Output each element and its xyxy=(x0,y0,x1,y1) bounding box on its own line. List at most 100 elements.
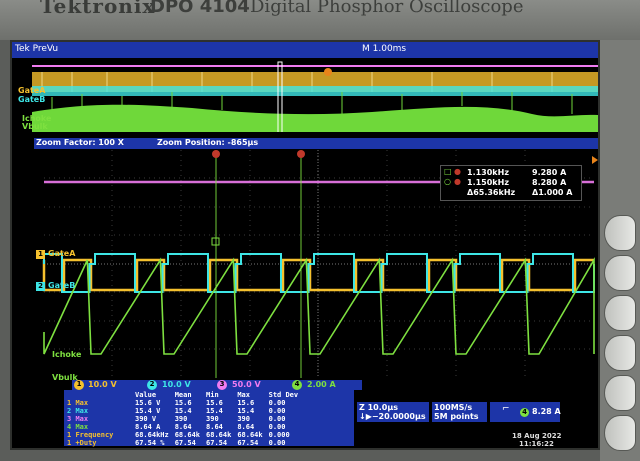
ch4-scale-badge[interactable]: 4 xyxy=(292,380,302,390)
trace-label-vbulk: Vbulk xyxy=(52,373,78,382)
cursor-b-icon: ● xyxy=(454,177,461,186)
sample-rate: 100MS/s xyxy=(434,403,473,412)
meas-value: 8.64 A xyxy=(135,423,161,431)
meas-value: 390 V xyxy=(135,415,157,423)
meas-min: 390 xyxy=(206,415,219,423)
meas-max: 15.4 xyxy=(237,407,255,415)
meas-max: 390 xyxy=(237,415,250,423)
ch1-scale[interactable]: 10.0 V xyxy=(88,380,117,389)
meas-mean: 8.64 xyxy=(174,423,192,431)
table-row[interactable]: 1 Max 15.6 V 15.6 15.6 15.6 0.00 xyxy=(67,399,304,407)
meas-max: 8.64 xyxy=(237,423,255,431)
meas-stddev: 0.00 xyxy=(268,399,286,407)
brand-subtitle: Digital Phosphor Oscilloscope xyxy=(250,0,524,17)
meas-header-value: Value xyxy=(135,391,157,399)
cursor-row1-freq: 1.130kHz xyxy=(467,168,509,177)
meas-ch-badge: 1 xyxy=(67,431,72,439)
zoom-factor: Zoom Factor: 100 X xyxy=(36,138,124,147)
meas-stddev: 0.00 xyxy=(268,415,286,423)
meas-ch-badge: 1 xyxy=(67,399,72,407)
meas-value: 15.6 V xyxy=(135,399,161,407)
meas-value: 68.64kHz xyxy=(135,431,169,439)
meas-header-stddev: Std Dev xyxy=(268,391,299,399)
measurement-panel xyxy=(64,390,354,446)
trace-label-gatea: GateA xyxy=(48,249,76,258)
acquisition-readout[interactable] xyxy=(432,402,487,422)
zoom-position: Zoom Position: -865µs xyxy=(157,138,259,147)
ch3-scale-badge[interactable]: 3 xyxy=(217,380,227,390)
ch2-scale[interactable]: 10.0 V xyxy=(162,380,191,389)
meas-name: Max xyxy=(75,407,89,415)
meas-ch-badge: 3 xyxy=(67,415,72,423)
meas-value: 67.54 % xyxy=(135,439,165,447)
side-menu-button-5[interactable] xyxy=(604,375,636,411)
table-row[interactable]: 2 Max 15.4 V 15.4 15.4 15.4 0.00 xyxy=(67,407,304,415)
trace-label-gateb: GateB xyxy=(48,281,76,290)
horizontal-readout[interactable] xyxy=(357,402,429,422)
meas-name: +Duty xyxy=(75,439,97,447)
ovr-label-vbulk: Vbulk xyxy=(22,122,48,131)
cursor-delta-freq: Δ65.36kHz xyxy=(467,188,516,197)
meas-min: 67.54 xyxy=(206,439,228,447)
meas-ch-badge: 2 xyxy=(67,407,72,415)
cursor-row2-amp: 8.280 A xyxy=(532,178,567,187)
cursor-a-icon: ● xyxy=(454,167,461,176)
brand-model: DPO 4104 xyxy=(150,0,250,17)
meas-mean: 67.54 xyxy=(174,439,196,447)
measurement-header-row: Value Mean Min Max Std Dev xyxy=(67,391,304,399)
overview-waveforms xyxy=(12,58,598,132)
table-row[interactable]: 1 +Duty 67.54 % 67.54 67.54 67.54 0.00 xyxy=(67,439,304,447)
meas-mean: 390 xyxy=(174,415,188,423)
ch1-scale-badge[interactable]: 1 xyxy=(74,380,84,390)
table-row[interactable]: 1 Frequency 68.64kHz 68.64k 68.64k 68.64… xyxy=(67,431,304,439)
meas-stddev: 0.00 xyxy=(268,439,286,447)
timebase-label: M 1.00ms xyxy=(362,44,407,54)
meas-ch-badge: 1 xyxy=(67,439,72,447)
horizontal-scale: Z 10.0µs xyxy=(359,403,398,412)
ch2-scale-badge[interactable]: 2 xyxy=(147,380,157,390)
meas-name: Max xyxy=(75,423,89,431)
meas-stddev: 0.00 xyxy=(268,407,286,415)
ovr-label-ichoke: Ichoke xyxy=(22,114,52,123)
horizontal-position: ↓▶−20.0000µs xyxy=(359,412,426,421)
ovr-label-gatea: GateA xyxy=(18,86,46,95)
meas-min: 15.4 xyxy=(206,407,223,415)
meas-mean: 15.6 xyxy=(174,399,192,407)
side-menu-button-3[interactable] xyxy=(604,295,636,331)
meas-mean: 15.4 xyxy=(174,407,192,415)
date-label: 18 Aug 2022 xyxy=(512,432,562,440)
meas-min: 15.6 xyxy=(206,399,223,407)
trace-label-ichoke: Ichoke xyxy=(52,350,82,359)
meas-name: Frequency xyxy=(75,431,114,439)
meas-header-max: Max xyxy=(237,391,250,399)
table-row[interactable]: 3 Max 390 V 390 390 390 0.00 xyxy=(67,415,304,423)
ch3-scale[interactable]: 50.0 V xyxy=(232,380,261,389)
oscilloscope-screen: Tek PreVu M 1.00ms GateA GateB Ichoke Vb… xyxy=(10,40,600,450)
meas-name: Max xyxy=(75,399,89,407)
trigger-slope-icon: ⌐ xyxy=(502,404,510,414)
side-menu-button-6[interactable] xyxy=(604,415,636,451)
cursor-row1-icon: □ xyxy=(444,167,452,176)
side-menu-button-4[interactable] xyxy=(604,335,636,371)
table-row[interactable]: 4 Max 8.64 A 8.64 8.64 8.64 0.00 xyxy=(67,423,304,431)
acq-mode: Tek PreVu xyxy=(15,44,59,54)
ovr-label-gateb: GateB xyxy=(18,95,46,104)
meas-stddev: 0.000 xyxy=(268,431,290,439)
ch4-scale[interactable]: 2.00 A xyxy=(307,380,336,389)
side-menu-button-2[interactable] xyxy=(604,255,636,291)
meas-max: 15.6 xyxy=(237,399,255,407)
measurement-table: Value Mean Min Max Std Dev 1 Max 15.6 V … xyxy=(67,391,304,447)
meas-mean: 68.64k xyxy=(174,431,201,439)
ch2-marker[interactable]: 2 xyxy=(36,282,45,291)
top-status-bar xyxy=(12,42,598,58)
side-menu-button-1[interactable] xyxy=(604,215,636,251)
cursor-row2-icon: ○ xyxy=(444,177,451,186)
ch1-marker[interactable]: 1 xyxy=(36,250,45,259)
time-label: 11:16:22 xyxy=(519,440,554,448)
meas-min: 8.64 xyxy=(206,423,223,431)
brand-name: Tektronix xyxy=(40,0,156,18)
meas-header-min: Min xyxy=(206,391,219,399)
meas-name: Max xyxy=(75,415,89,423)
meas-value: 15.4 V xyxy=(135,407,161,415)
meas-min: 68.64k xyxy=(206,431,232,439)
